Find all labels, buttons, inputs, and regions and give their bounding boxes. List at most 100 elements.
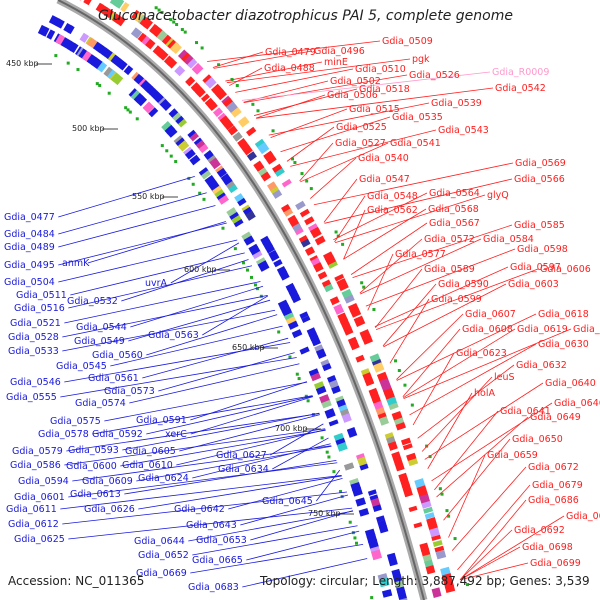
gene-label[interactable]: Gdia_0634 — [218, 464, 269, 475]
gene-label[interactable]: Gdia_0653 — [196, 535, 247, 546]
gene-label[interactable]: Gdia_0539 — [431, 98, 482, 109]
gene-label[interactable]: Gdia_0598 — [517, 244, 568, 255]
gene-label[interactable]: Gdia_0644 — [134, 536, 185, 547]
gene-label[interactable]: Gdia_0589 — [424, 264, 475, 275]
gene-label[interactable]: Gdia_0544 — [76, 322, 127, 333]
gene-label[interactable]: Gdia_0564 — [429, 188, 480, 199]
gene-label[interactable]: Gdia_0698 — [522, 542, 573, 553]
gene-label[interactable]: Gdia_0641 — [500, 406, 551, 417]
gene-label[interactable]: Gdia_0625 — [14, 534, 65, 545]
gene-label[interactable]: Gdia_0640 — [545, 378, 596, 389]
gene-label[interactable]: xerC — [165, 429, 187, 440]
gene-label[interactable]: Gdia_0627 — [216, 450, 267, 461]
gene-label[interactable]: Gdia_0600 — [66, 461, 117, 472]
gene-label[interactable]: Gdia_0545 — [56, 361, 107, 372]
gene-label[interactable]: Gdia_0626 — [84, 504, 135, 515]
gene-label[interactable]: Gdia_0594 — [18, 476, 69, 487]
gene-label[interactable]: Gdia_0555 — [6, 392, 57, 403]
gene-label[interactable]: Gdia_0592 — [92, 429, 143, 440]
gene-label[interactable]: Gdia_0601 — [14, 492, 65, 503]
gene-label[interactable]: Gdia_0683 — [188, 582, 239, 593]
gene-label[interactable]: Gdia_0561 — [88, 373, 139, 384]
gene-label[interactable]: Gdia_0623 — [456, 348, 507, 359]
gene-label[interactable]: Gdia_0525 — [336, 122, 387, 133]
gene-label[interactable]: Gdia_0609 — [82, 476, 133, 487]
gene-label[interactable]: Gdia_0533 — [8, 346, 59, 357]
gene-label[interactable]: Gdia_0645 — [262, 496, 313, 507]
gene-label[interactable]: Gdia_0584 — [483, 234, 534, 245]
gene-label[interactable]: Gdia_0549 — [74, 336, 125, 347]
gene-label[interactable]: Gdia_0618 — [538, 309, 589, 320]
gene-label[interactable]: Gdia_0532 — [67, 296, 118, 307]
gene-label[interactable]: Gdia_0484 — [4, 229, 55, 240]
gene-label[interactable]: Gdia_0593 — [68, 445, 119, 456]
gene-label[interactable]: Gdia_0629 — [573, 324, 600, 335]
gene-label[interactable]: Gdia_0597 — [510, 262, 561, 273]
gene-label[interactable]: Gdia_0649 — [530, 412, 581, 423]
gene-label[interactable]: Gdia_0543 — [438, 125, 489, 136]
gene-label[interactable]: Gdia_0606 — [540, 264, 591, 275]
gene-label[interactable]: Gdia_0521 — [10, 318, 61, 329]
gene-label[interactable]: Gdia_0502 — [330, 76, 381, 87]
gene-label[interactable]: Gdia_0528 — [8, 332, 59, 343]
gene-label[interactable]: Gdia_0612 — [8, 519, 59, 530]
gene-label[interactable]: glyQ — [487, 190, 509, 201]
gene-label[interactable]: Gdia_0573 — [104, 386, 155, 397]
gene-label[interactable]: Gdia_0495 — [4, 260, 55, 271]
gene-label[interactable]: Gdia_0506 — [327, 90, 378, 101]
gene-label[interactable]: leuS — [494, 372, 515, 383]
gene-label[interactable]: Gdia_0679 — [532, 480, 583, 491]
gene-label[interactable]: Gdia_0567 — [429, 218, 480, 229]
gene-label[interactable]: Gdia_0572 — [424, 234, 475, 245]
gene-label[interactable]: Gdia_0560 — [92, 350, 143, 361]
gene-label[interactable]: Gdia_0692 — [514, 525, 565, 536]
gene-label[interactable]: Gdia_0542 — [495, 83, 546, 94]
gene-label[interactable]: Gdia_0611 — [6, 504, 57, 515]
gene-label[interactable]: Gdia_0650 — [512, 434, 563, 445]
gene-label[interactable]: Gdia_0515 — [349, 104, 400, 115]
gene-label[interactable]: Gdia_0535 — [392, 112, 443, 123]
gene-label[interactable]: Gdia_0511 — [16, 290, 67, 301]
gene-label[interactable]: Gdia_0568 — [428, 204, 479, 215]
gene-label[interactable]: Gdia_0632 — [516, 360, 567, 371]
gene-label[interactable]: Gdia_0579 — [12, 446, 63, 457]
gene-label[interactable]: Gdia_0691 — [566, 511, 600, 522]
gene-label[interactable]: Gdia_0646 — [554, 398, 600, 409]
gene-label[interactable]: Gdia_0541 — [390, 138, 441, 149]
gene-label[interactable]: Gdia_0563 — [148, 330, 199, 341]
gene-label[interactable]: Gdia_0548 — [367, 191, 418, 202]
gene-label[interactable]: Gdia_0527 — [335, 138, 386, 149]
gene-label[interactable]: Gdia_0619 — [517, 324, 568, 335]
gene-label[interactable]: Gdia_0652 — [138, 550, 189, 561]
gene-label[interactable]: Gdia_0516 — [14, 303, 65, 314]
gene-label[interactable]: Gdia_0496 — [314, 46, 365, 57]
gene-label[interactable]: Gdia_0605 — [125, 446, 176, 457]
gene-label[interactable]: Gdia_0624 — [138, 473, 189, 484]
gene-label[interactable]: Gdia_0642 — [174, 504, 225, 515]
gene-label[interactable]: Gdia_0577 — [395, 249, 446, 260]
gene-label[interactable]: Gdia_0665 — [192, 555, 243, 566]
gene-label[interactable]: Gdia_0477 — [4, 212, 55, 223]
gene-label[interactable]: Gdia_0562 — [367, 205, 418, 216]
gene-label[interactable]: Gdia_0686 — [528, 495, 579, 506]
gene-label[interactable]: Gdia_0669 — [136, 568, 187, 579]
gene-label[interactable]: Gdia_0510 — [355, 64, 406, 75]
gene-label[interactable]: Gdia_0591 — [136, 415, 187, 426]
gene-label[interactable]: Gdia_R0009 — [492, 67, 549, 78]
gene-label[interactable]: Gdia_0630 — [538, 339, 589, 350]
gene-label[interactable]: Gdia_0488 — [264, 63, 315, 74]
gene-label[interactable]: Gdia_0566 — [514, 174, 565, 185]
gene-label[interactable]: Gdia_0504 — [4, 277, 55, 288]
gene-label[interactable]: pgk — [412, 54, 430, 65]
gene-label[interactable]: holA — [474, 388, 495, 399]
gene-label[interactable]: Gdia_0546 — [10, 377, 61, 388]
gene-label[interactable]: Gdia_0585 — [514, 220, 565, 231]
gene-label[interactable]: Gdia_0479 — [265, 47, 316, 58]
gene-label[interactable]: Gdia_0672 — [528, 462, 579, 473]
gene-label[interactable]: Gdia_0586 — [10, 460, 61, 471]
gene-label[interactable]: Gdia_0575 — [50, 416, 101, 427]
gene-label[interactable]: Gdia_0509 — [382, 36, 433, 47]
gene-label[interactable]: Gdia_0610 — [122, 460, 173, 471]
gene-label[interactable]: Gdia_0540 — [358, 153, 409, 164]
gene-label[interactable]: Gdia_0613 — [70, 489, 121, 500]
